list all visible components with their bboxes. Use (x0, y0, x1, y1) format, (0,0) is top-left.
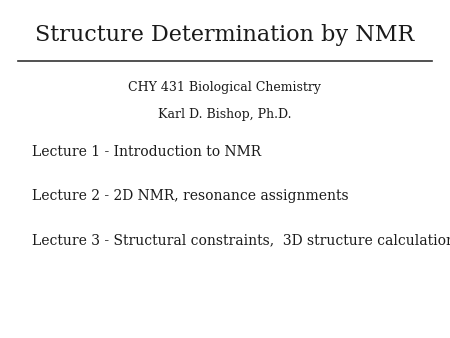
Text: Lecture 2 - 2D NMR, resonance assignments: Lecture 2 - 2D NMR, resonance assignment… (32, 189, 348, 203)
Text: Karl D. Bishop, Ph.D.: Karl D. Bishop, Ph.D. (158, 108, 292, 121)
Text: Structure Determination by NMR: Structure Determination by NMR (36, 24, 414, 46)
Text: Lecture 3 - Structural constraints,  3D structure calculation: Lecture 3 - Structural constraints, 3D s… (32, 233, 450, 247)
Text: CHY 431 Biological Chemistry: CHY 431 Biological Chemistry (129, 81, 321, 94)
Text: Lecture 1 - Introduction to NMR: Lecture 1 - Introduction to NMR (32, 145, 261, 159)
